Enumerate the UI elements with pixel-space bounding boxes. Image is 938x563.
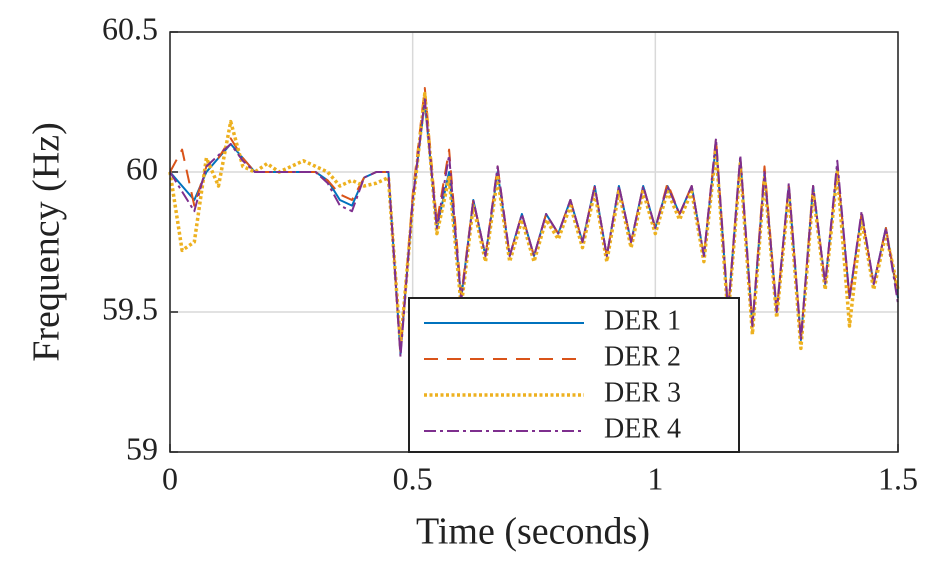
y-tick-label: 59 (126, 430, 158, 466)
legend-label: DER 4 (604, 413, 681, 444)
x-axis-label: Time (seconds) (416, 511, 650, 553)
legend-label: DER 3 (604, 377, 681, 408)
y-axis-label: Frequency (Hz) (26, 122, 68, 362)
x-tick-label: 0 (162, 460, 178, 496)
y-tick-label: 60.5 (102, 10, 158, 46)
legend-label: DER 2 (604, 341, 681, 372)
x-tick-label: 0.5 (393, 460, 433, 496)
y-tick-label: 59.5 (102, 290, 158, 326)
y-tick-label: 60 (126, 150, 158, 186)
series-line (169, 87, 899, 353)
legend-box (408, 297, 740, 453)
x-tick-label: 1 (647, 460, 663, 496)
legend-label: DER 1 (604, 305, 681, 336)
x-tick-label: 1.5 (878, 460, 918, 496)
series-line (169, 98, 899, 358)
